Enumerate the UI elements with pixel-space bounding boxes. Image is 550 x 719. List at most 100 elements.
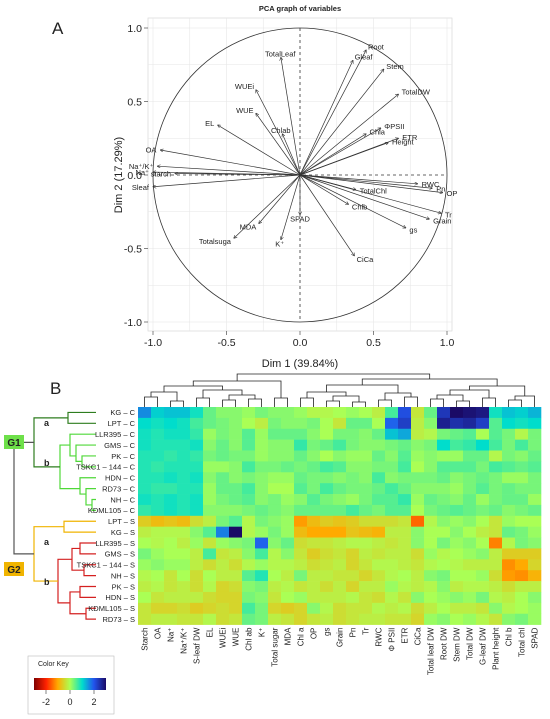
heatmap-cell [268,526,282,538]
heatmap-cell [502,407,516,419]
heatmap-cell [411,526,425,538]
heatmap-cell [281,407,295,419]
heatmap-cell [255,407,269,419]
heatmap-cell [437,494,451,506]
heatmap-cell [515,613,529,625]
g1-subgroup-a: a [44,418,50,428]
heatmap-cell [320,461,334,473]
heatmap-cell [398,450,412,462]
heatmap-cell [307,472,321,484]
column-dendrogram-branch [163,385,223,392]
heatmap-cell [489,537,503,549]
heatmap-cell [385,526,399,538]
heatmap-cell [281,613,295,625]
pca-vector-arrow [157,166,301,176]
heatmap-cell [151,548,165,560]
heatmap-cell [463,407,477,419]
heatmap-cell [528,515,542,527]
pca-vector-arrow [299,174,443,193]
heatmap-cell [229,407,243,419]
heatmap-cell [294,591,308,604]
pca-vector-label: SPAD [290,215,310,224]
heatmap-cell [437,515,451,527]
heatmap-cell [164,428,178,440]
heatmap-cell [528,526,542,538]
heatmap-cell [164,483,178,495]
heatmap-cell [502,515,516,527]
column-dendrogram-branch [202,389,243,398]
pca-vector-arrow [299,174,356,190]
panel-a-label: A [52,19,64,38]
heatmap-cell [515,591,529,604]
heatmap-cell [268,591,282,604]
heatmap-cell [177,472,191,484]
pca-vector-label: WUE [236,106,254,115]
heatmap-cell [372,570,386,582]
heatmap-cell [463,472,477,484]
heatmap-cell [294,504,308,517]
heatmap-cell [372,602,386,615]
pca-vector-arrow [299,134,366,176]
heatmap-cell [437,407,451,419]
heatmap-cell [528,461,542,473]
column-dendrogram-branch [274,397,288,407]
heatmap-cell [502,472,516,484]
group-g1-label: G1 [7,438,21,449]
heatmap-cell [307,407,321,419]
heatmap-cell [281,450,295,462]
heatmap-cell [203,581,217,593]
heatmap-cell [138,515,152,527]
heatmap-cell [424,428,438,440]
heatmap-cell [216,559,230,571]
heatmap-cell [346,461,360,473]
heatmap-row-label: RD73 – C [102,484,136,493]
heatmap-cell [515,526,529,538]
heatmap-cell [437,581,451,593]
heatmap-cell [268,602,282,615]
heatmap-cell [372,407,386,419]
heatmap-cell [437,461,451,473]
heatmap-row-label: LPT – S [108,517,135,526]
column-dendrogram-branch [404,396,418,407]
heatmap-cell [476,504,490,517]
column-dendrogram-branch [482,397,496,407]
heatmap-cell [320,602,334,615]
heatmap-cell [489,428,503,440]
heatmap-cell [346,417,360,430]
heatmap-cell [346,472,360,484]
heatmap-column-label: Total chl [518,627,527,657]
heatmap-cell [515,559,529,571]
heatmap-cell [320,548,334,560]
heatmap-cell [268,407,282,419]
heatmap-cell [268,515,282,527]
heatmap-cell [489,515,503,527]
heatmap-cell [294,526,308,538]
pca-vector-label: Chla [370,128,386,137]
heatmap-cell [216,428,230,440]
column-dendrogram-branch [449,389,490,398]
heatmap-cell [216,407,230,419]
heatmap-column-label: Grain [336,628,345,648]
heatmap-cell [437,613,451,625]
heatmap-cell [203,504,217,517]
heatmap-cell [255,602,269,615]
heatmap-cell [476,450,490,462]
heatmap-cell [242,581,256,593]
heatmap-cell [216,417,230,430]
heatmap-cell [398,515,412,527]
row-dendrogram-branch [79,542,96,555]
heatmap-cell [476,602,490,615]
heatmap-cell [359,570,373,582]
heatmap-cell [242,472,256,484]
heatmap-cell [489,526,503,538]
heatmap-cell [281,483,295,495]
heatmap-cell [255,613,269,625]
heatmap-cell [476,548,490,560]
heatmap-cell [424,613,438,625]
heatmap-cell [281,461,295,473]
heatmap-cell [203,494,217,506]
heatmap-column-labels: Starch OA Na⁺ Na⁺/K⁺ S-leaf DW EL WUEi WUE Chl a… [141,627,540,675]
heatmap-cell [489,581,503,593]
heatmap-cell [190,461,204,473]
heatmap-cell [255,581,269,593]
